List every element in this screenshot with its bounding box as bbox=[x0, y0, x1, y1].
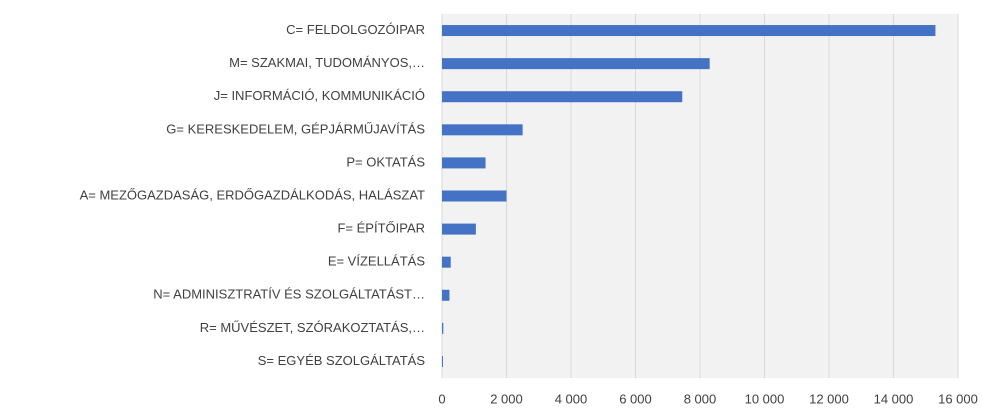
bar bbox=[442, 25, 936, 37]
x-tick-label: 16 000 bbox=[938, 391, 978, 406]
x-tick-label: 2 000 bbox=[490, 391, 523, 406]
y-tick-label: S= EGYÉB SZOLGÁLTATÁS bbox=[258, 353, 426, 368]
x-tick-label: 6 000 bbox=[619, 391, 652, 406]
bar bbox=[442, 355, 443, 367]
y-tick-label: N= ADMINISZTRATÍV ÉS SZOLGÁLTATÁST… bbox=[153, 287, 425, 302]
bar bbox=[442, 91, 683, 103]
x-tick-label: 14 000 bbox=[874, 391, 914, 406]
x-tick-label: 0 bbox=[438, 391, 445, 406]
y-tick-label: P= OKTATÁS bbox=[346, 154, 425, 169]
y-tick-label: J= INFORMÁCIÓ, KOMMUNIKÁCIÓ bbox=[214, 88, 425, 103]
x-tick-label: 8 000 bbox=[684, 391, 717, 406]
bar bbox=[442, 322, 444, 334]
y-tick-label: G= KERESKEDELEM, GÉPJÁRMŰJAVÍTÁS bbox=[166, 121, 425, 136]
y-tick-label: M= SZAKMAI, TUDOMÁNYOS,… bbox=[229, 55, 425, 70]
bar bbox=[442, 223, 476, 235]
x-tick-label: 4 000 bbox=[555, 391, 588, 406]
y-tick-label: F= ÉPÍTŐIPAR bbox=[337, 221, 425, 236]
bar bbox=[442, 256, 451, 268]
y-tick-label: C= FELDOLGOZÓIPAR bbox=[286, 22, 425, 37]
bar bbox=[442, 58, 710, 70]
y-tick-label: R= MŰVÉSZET, SZÓRAKOZTATÁS,… bbox=[200, 320, 425, 335]
bar bbox=[442, 289, 450, 301]
x-tick-label: 12 000 bbox=[809, 391, 849, 406]
y-tick-label: A= MEZŐGAZDASÁG, ERDŐGAZDÁLKODÁS, HALÁSZ… bbox=[80, 187, 425, 202]
bar bbox=[442, 157, 486, 169]
y-tick-label: E= VÍZELLÁTÁS bbox=[328, 254, 426, 269]
bar bbox=[442, 190, 507, 202]
bar bbox=[442, 124, 523, 136]
x-tick-label: 10 000 bbox=[745, 391, 785, 406]
